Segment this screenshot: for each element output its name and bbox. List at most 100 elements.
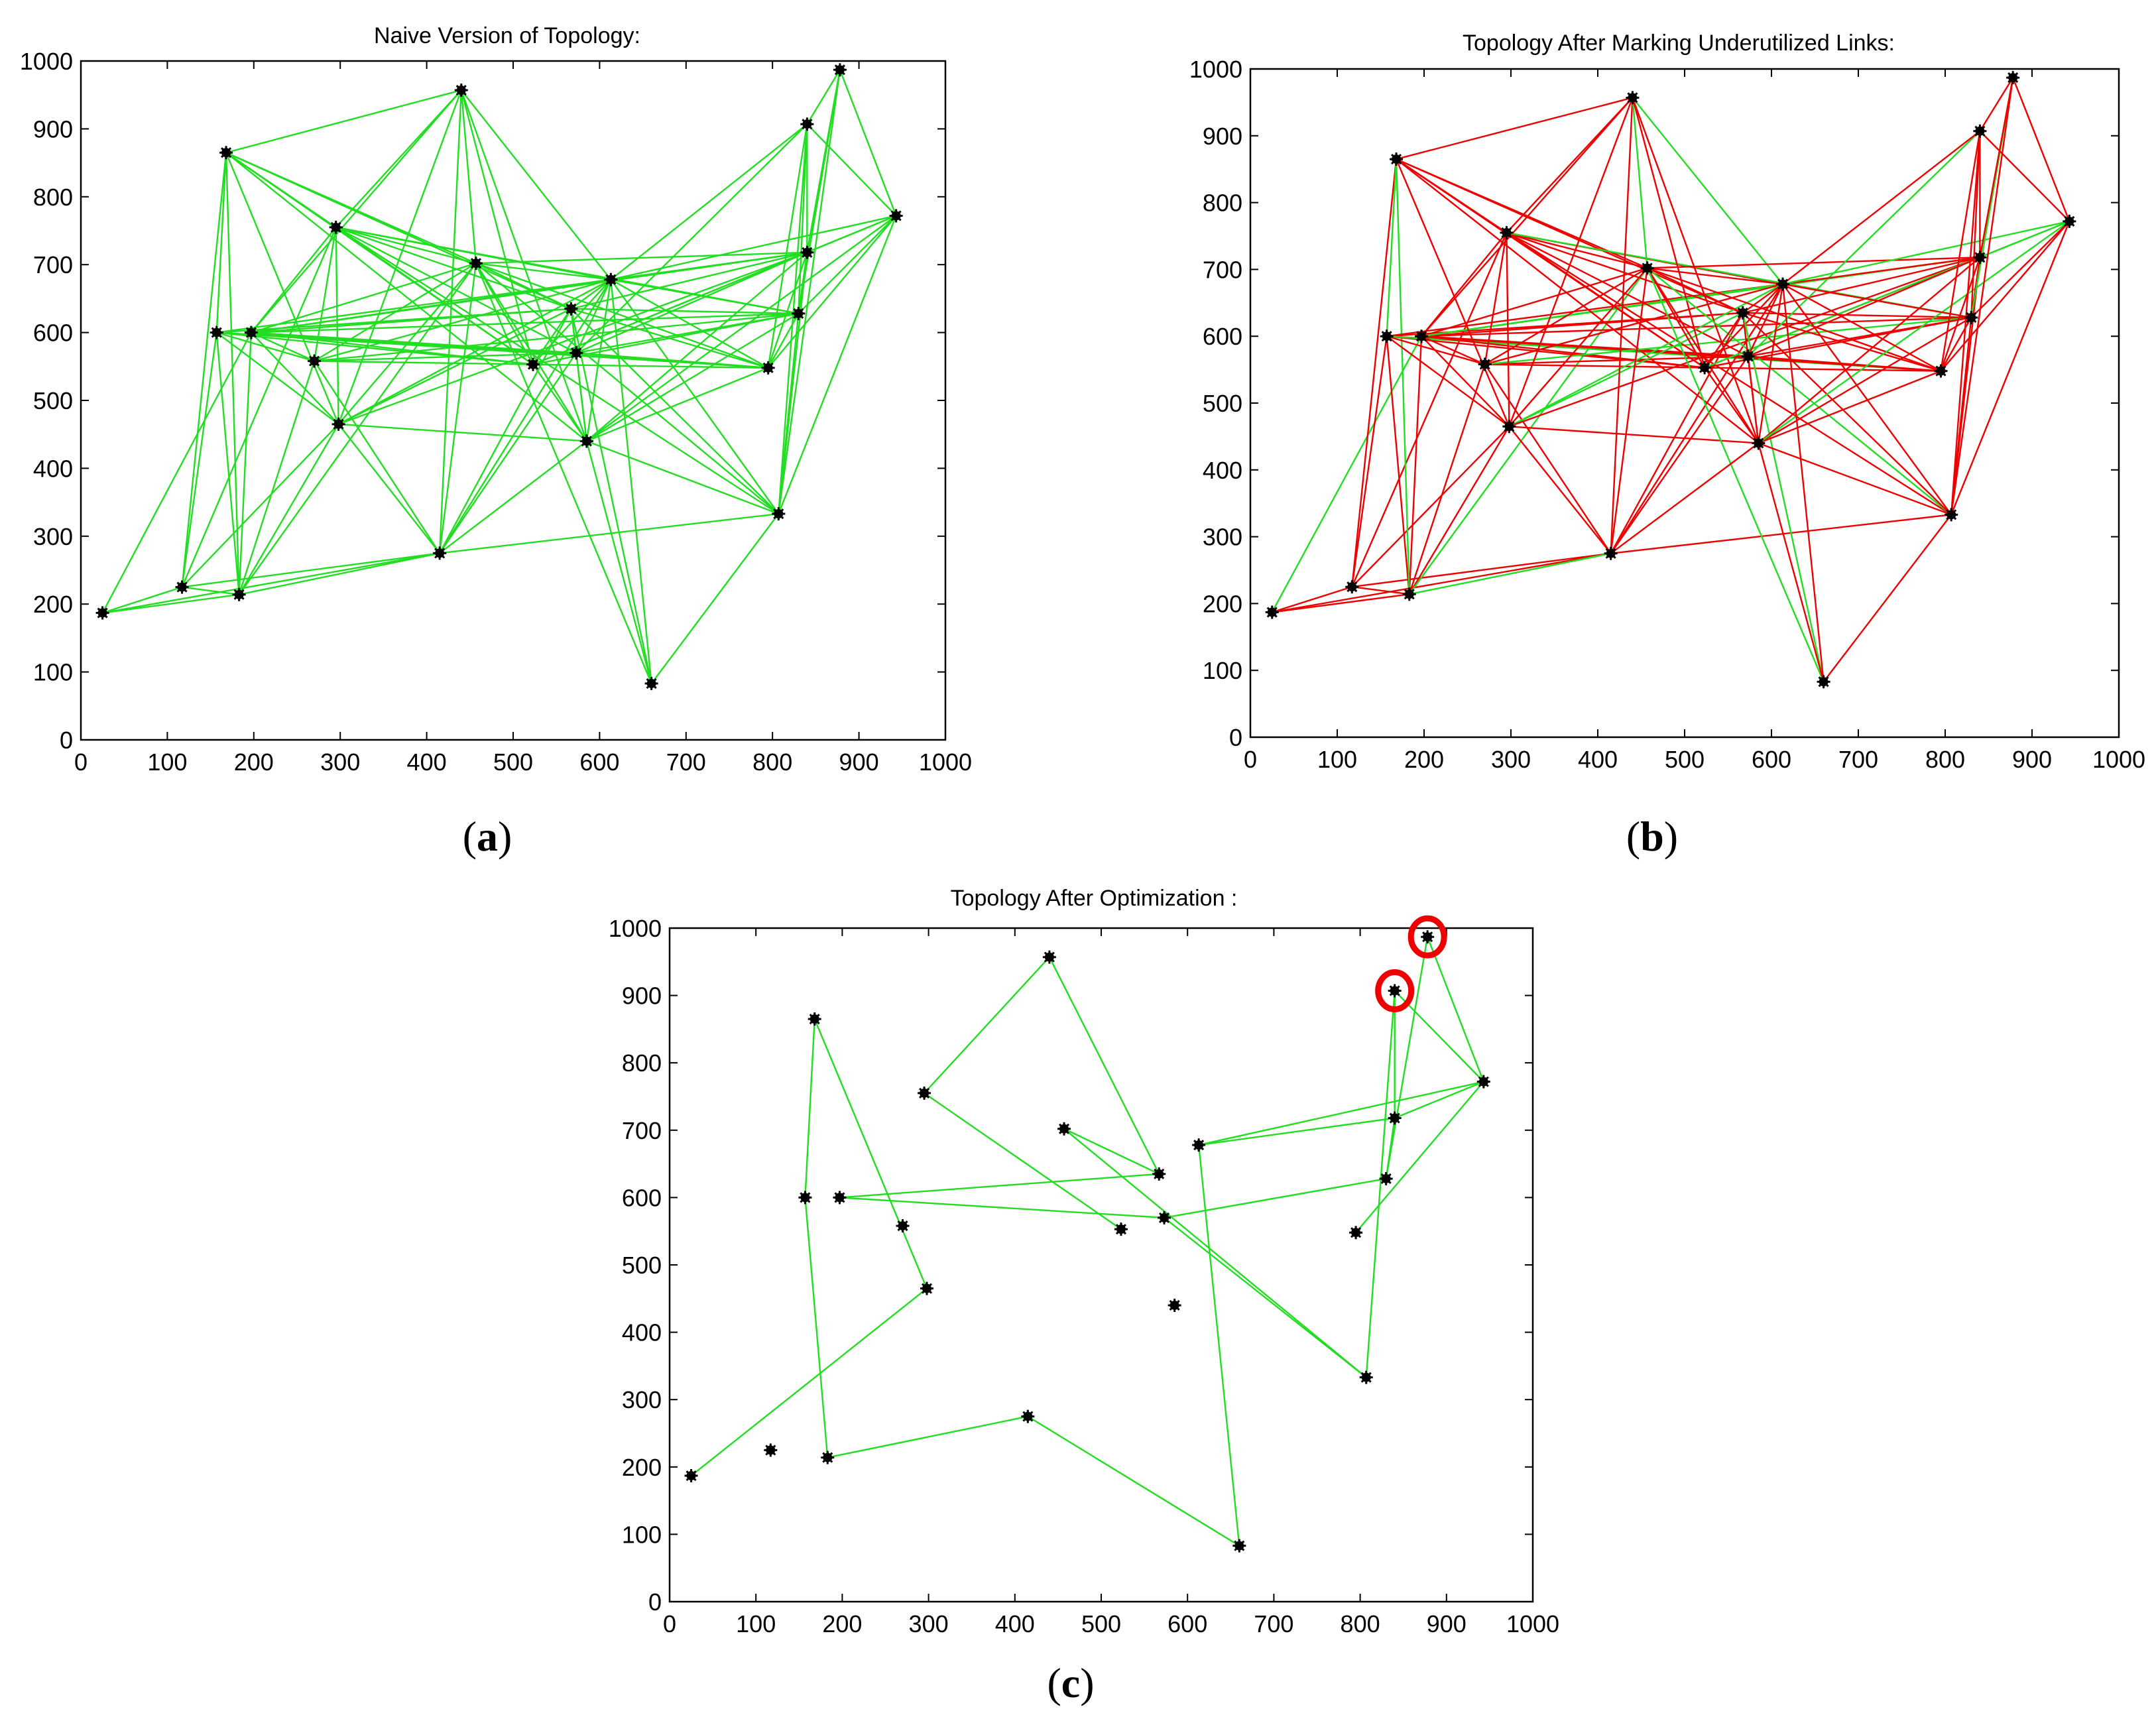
x-tick-label: 600 [1752, 746, 1791, 773]
link [335, 226, 477, 265]
underutilized-link [1484, 363, 1705, 369]
link [1385, 1118, 1396, 1179]
node-marker [761, 361, 775, 375]
plot-frame [668, 927, 1534, 1603]
node-marker [764, 1443, 778, 1457]
link [1271, 335, 1423, 613]
link [439, 440, 587, 554]
link [1758, 220, 2070, 444]
y-tick-label: 100 [622, 1521, 662, 1548]
link [813, 1018, 928, 1289]
underutilized-link [1484, 363, 1612, 554]
link [102, 552, 440, 614]
link [225, 152, 339, 425]
node-marker [219, 146, 233, 160]
link [1508, 312, 1744, 428]
link [778, 124, 808, 514]
link [314, 263, 477, 362]
panel-c: Topology After Optimization : 0 100 200 300… [609, 886, 1559, 1637]
x-tick-label: 900 [2012, 746, 2052, 773]
underutilized-link [1747, 356, 1760, 444]
link [806, 215, 897, 253]
link [570, 278, 612, 310]
underutilized-link [1352, 552, 1611, 588]
link [1508, 283, 1783, 428]
underutilized-link [1272, 586, 1352, 613]
node-marker [1192, 1138, 1206, 1152]
link [1979, 220, 2070, 259]
node-marker [889, 209, 903, 223]
underutilized-link [1351, 158, 1398, 587]
link [102, 593, 239, 614]
panel-a: Naive Version of Topology: 0 100 200 300 400… [20, 23, 972, 776]
node-marker [1698, 361, 1712, 375]
link [924, 956, 1050, 1094]
link [1394, 1081, 1484, 1119]
underutilized-link [1782, 257, 1980, 285]
y-tick-label: 1000 [20, 48, 73, 75]
link [251, 263, 477, 333]
node-marker [433, 546, 447, 560]
underutilized-link [1748, 257, 1980, 357]
link [238, 361, 316, 595]
link [337, 89, 462, 425]
x-tick-label: 300 [1491, 746, 1531, 773]
underutilized-link [1421, 316, 1972, 337]
node-marker [1476, 1075, 1490, 1089]
link [611, 215, 896, 280]
node-marker [1752, 436, 1766, 450]
node-marker [800, 245, 814, 259]
node-marker [833, 63, 847, 77]
node-marker [564, 302, 578, 316]
underutilized-link [1272, 593, 1409, 613]
x-tick-label: 800 [752, 748, 792, 776]
underutilized-link [1782, 283, 1972, 319]
link [335, 226, 534, 365]
underutilized-link [1610, 312, 1744, 554]
underutilized-link [1421, 312, 1743, 337]
node-marker [1349, 1226, 1363, 1240]
x-tick-label: 1000 [919, 748, 972, 776]
link [1385, 937, 1429, 1179]
link [1164, 1217, 1367, 1378]
node-marker [569, 346, 583, 360]
underutilized-link [1979, 77, 2014, 132]
link [806, 123, 897, 217]
node-marker [1265, 605, 1279, 619]
link [575, 312, 799, 354]
underutilized-link [1610, 268, 1648, 554]
node-marker [1152, 1167, 1166, 1181]
node-marker [1402, 587, 1416, 601]
underutilized-link [1610, 442, 1760, 554]
link [335, 227, 339, 424]
underutilized-link [1823, 514, 1952, 683]
link [251, 312, 799, 333]
link [767, 215, 897, 369]
underutilized-link [1396, 158, 1744, 314]
node-marker [329, 220, 343, 234]
node-marker [308, 354, 322, 368]
link [778, 215, 897, 514]
underutilized-link [1758, 316, 1972, 444]
underutilized-link [1781, 284, 1825, 682]
node-marker [1640, 261, 1654, 275]
underutilized-link [1758, 284, 1784, 444]
link [225, 89, 462, 154]
x-tick-label: 0 [74, 748, 88, 776]
link [251, 331, 339, 425]
link [337, 424, 441, 554]
y-tick-label: 700 [622, 1117, 662, 1144]
link [1386, 159, 1398, 337]
underutilized-link [1351, 336, 1388, 587]
node-marker [1973, 124, 1987, 138]
underutilized-link [1421, 232, 1508, 337]
link [181, 424, 339, 588]
y-tick-label: 200 [33, 591, 73, 618]
node-marker [792, 306, 806, 320]
y-tick-label: 900 [33, 115, 73, 143]
node-marker [1421, 930, 1435, 944]
underutilized-link [1758, 442, 1952, 516]
link [440, 512, 779, 554]
link [532, 363, 768, 369]
